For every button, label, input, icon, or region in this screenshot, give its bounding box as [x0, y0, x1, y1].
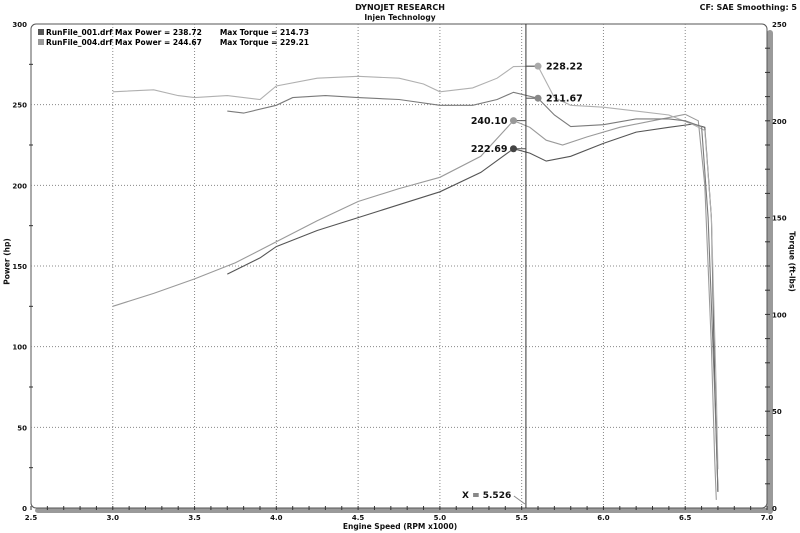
- series-line: [112, 113, 717, 500]
- y2-tick-label: 0: [772, 505, 777, 513]
- cursor-readout: X = 5.526: [462, 491, 512, 501]
- x-tick-label: 4.0: [270, 514, 283, 522]
- x-tick-label: 4.5: [352, 514, 365, 522]
- marker-label: 228.22: [546, 62, 583, 73]
- legend-item: RunFile_004.drf Max Power = 244.67 Max To…: [38, 38, 309, 48]
- legend-max-torque: Max Torque = 214.73: [219, 28, 309, 37]
- frame-shadow-right: [767, 30, 773, 514]
- series-line: [227, 123, 719, 492]
- legend-max-torque: Max Torque = 229.21: [219, 38, 309, 47]
- x-tick-label: 7.0: [761, 514, 774, 522]
- y2-tick-label: 250: [772, 21, 787, 29]
- marker-dot: [534, 94, 542, 102]
- x-tick-label: 5.0: [434, 514, 447, 522]
- marker-dot: [509, 117, 517, 125]
- legend-swatch: [38, 39, 44, 45]
- plot-frame: [30, 23, 768, 509]
- y-tick-label: 150: [12, 263, 27, 271]
- y-tick-label: 300: [12, 21, 27, 29]
- x-tick-label: 6.5: [679, 514, 692, 522]
- legend-max-power: Max Power = 238.72: [115, 28, 202, 37]
- legend-max-power: Max Power = 244.67: [115, 38, 202, 47]
- y-tick-label: 50: [17, 424, 27, 432]
- company-title: DYNOJET RESEARCH: [355, 3, 445, 12]
- x-tick-label: 6.0: [597, 514, 610, 522]
- legend-file: RunFile_001.drf: [46, 28, 113, 37]
- x-tick-label: 3.5: [188, 514, 201, 522]
- y2-tick-label: 150: [772, 215, 787, 223]
- x-tick-label: 5.5: [515, 514, 528, 522]
- marker-label: 222.69: [471, 144, 508, 155]
- marker-dot: [509, 145, 517, 153]
- y-tick-label: 200: [12, 182, 27, 190]
- y2-tick-label: 50: [772, 408, 782, 416]
- y-tick-label: 100: [12, 344, 27, 352]
- chart-subtitle: Injen Technology: [364, 13, 436, 22]
- marker-label: 211.67: [546, 94, 583, 105]
- legend-file: RunFile_004.drf: [46, 38, 113, 47]
- y-axis-label: Power (hp): [2, 238, 12, 285]
- y2-tick-label: 100: [772, 311, 787, 319]
- x-axis-label: Engine Speed (RPM x1000): [342, 522, 458, 531]
- y-tick-label: 0: [22, 505, 27, 513]
- cursor-pointer: [513, 495, 526, 505]
- legend-swatch: [38, 29, 44, 35]
- marker-label: 240.10: [471, 116, 508, 127]
- x-tick-label: 2.5: [25, 514, 38, 522]
- y2-tick-label: 200: [772, 118, 787, 126]
- frame-shadow-bottom: [35, 508, 773, 513]
- settings-label: CF: SAE Smoothing: 5: [699, 3, 797, 12]
- legend: RunFile_001.drf Max Power = 238.72 Max To…: [38, 28, 309, 48]
- marker-dot: [534, 62, 542, 70]
- y2-axis-label: Torque (ft-lbs): [787, 231, 797, 292]
- legend-item: RunFile_001.drf Max Power = 238.72 Max To…: [38, 28, 309, 38]
- x-tick-label: 3.0: [107, 514, 120, 522]
- y-tick-label: 250: [12, 102, 27, 110]
- series-line: [112, 65, 719, 470]
